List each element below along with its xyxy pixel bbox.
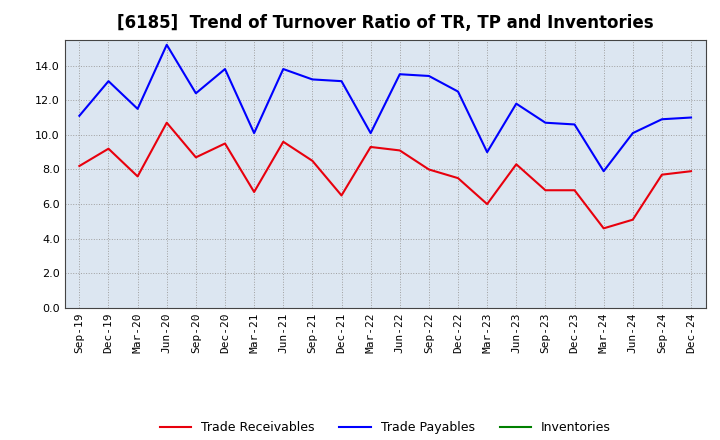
Trade Payables (192, 91, 200, 96)
Trade Receivables (483, 202, 492, 207)
Trade Receivables (250, 189, 258, 194)
Trade Payables (104, 78, 113, 84)
Trade Receivables (220, 141, 229, 146)
Trade Receivables (279, 139, 287, 144)
Title: [6185]  Trend of Turnover Ratio of TR, TP and Inventories: [6185] Trend of Turnover Ratio of TR, TP… (117, 15, 654, 33)
Trade Payables (308, 77, 317, 82)
Trade Receivables (75, 163, 84, 169)
Trade Receivables (599, 226, 608, 231)
Trade Payables (395, 72, 404, 77)
Line: Trade Payables: Trade Payables (79, 45, 691, 171)
Trade Receivables (570, 187, 579, 193)
Trade Payables (250, 131, 258, 136)
Trade Payables (279, 66, 287, 72)
Trade Payables (570, 122, 579, 127)
Trade Receivables (687, 169, 696, 174)
Trade Payables (483, 150, 492, 155)
Trade Payables (512, 101, 521, 106)
Trade Receivables (454, 176, 462, 181)
Trade Payables (133, 106, 142, 111)
Trade Payables (629, 131, 637, 136)
Trade Receivables (425, 167, 433, 172)
Trade Receivables (366, 144, 375, 150)
Trade Receivables (192, 155, 200, 160)
Trade Receivables (104, 146, 113, 151)
Trade Receivables (337, 193, 346, 198)
Trade Payables (220, 66, 229, 72)
Trade Payables (163, 42, 171, 48)
Trade Receivables (163, 120, 171, 125)
Trade Receivables (541, 187, 550, 193)
Trade Receivables (133, 174, 142, 179)
Trade Payables (599, 169, 608, 174)
Trade Payables (541, 120, 550, 125)
Trade Receivables (629, 217, 637, 222)
Trade Receivables (395, 148, 404, 153)
Trade Payables (687, 115, 696, 120)
Trade Payables (657, 117, 666, 122)
Line: Trade Receivables: Trade Receivables (79, 123, 691, 228)
Legend: Trade Receivables, Trade Payables, Inventories: Trade Receivables, Trade Payables, Inven… (155, 416, 616, 439)
Trade Receivables (657, 172, 666, 177)
Trade Receivables (308, 158, 317, 163)
Trade Payables (425, 73, 433, 79)
Trade Payables (337, 78, 346, 84)
Trade Payables (454, 89, 462, 94)
Trade Payables (366, 131, 375, 136)
Trade Receivables (512, 161, 521, 167)
Trade Payables (75, 113, 84, 118)
